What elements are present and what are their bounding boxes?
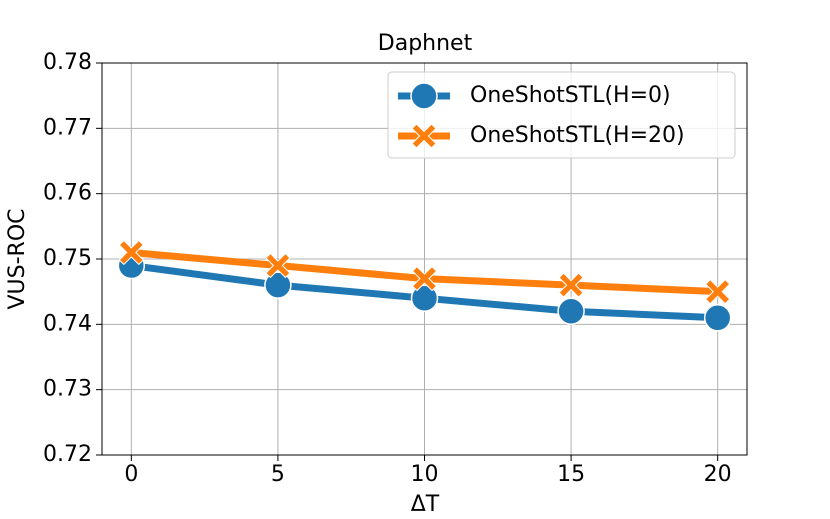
marker bbox=[557, 297, 585, 326]
y-tick-label: 0.78 bbox=[43, 50, 92, 75]
y-axis-label: VUS-ROC bbox=[5, 208, 30, 309]
y-tick-label: 0.74 bbox=[43, 311, 92, 336]
marker bbox=[410, 284, 439, 312]
y-tick-label: 0.72 bbox=[43, 442, 92, 467]
legend-box bbox=[387, 71, 736, 159]
plot-frame bbox=[101, 62, 748, 456]
y-tick-label: 0.75 bbox=[43, 246, 92, 271]
x-tick-label: 15 bbox=[557, 462, 585, 487]
x-tick-label: 0 bbox=[124, 462, 138, 487]
marker bbox=[118, 239, 145, 266]
legend: OneShotSTL(H=0) OneShotSTL(H=20) bbox=[387, 71, 736, 159]
legend-label: OneShotSTL(H=0) bbox=[470, 83, 671, 108]
y-tick-label: 0.76 bbox=[43, 181, 92, 206]
x-tick-label: 5 bbox=[271, 462, 285, 487]
x-tick-label: 10 bbox=[411, 462, 439, 487]
marker bbox=[558, 272, 584, 298]
legend-marker bbox=[411, 123, 437, 149]
marker bbox=[703, 304, 732, 332]
marker bbox=[704, 278, 731, 305]
legend-label: OneShotSTL(H=20) bbox=[470, 123, 685, 148]
y-tick-label: 0.73 bbox=[43, 377, 92, 402]
legend-marker bbox=[410, 82, 438, 110]
y-tick-label: 0.77 bbox=[43, 115, 92, 140]
chart-title: Daphnet bbox=[378, 31, 473, 56]
x-tick-label: 20 bbox=[704, 462, 732, 487]
marker bbox=[411, 265, 438, 292]
marker bbox=[264, 271, 292, 299]
marker bbox=[265, 252, 291, 279]
x-axis-label: ΔT bbox=[411, 492, 440, 517]
